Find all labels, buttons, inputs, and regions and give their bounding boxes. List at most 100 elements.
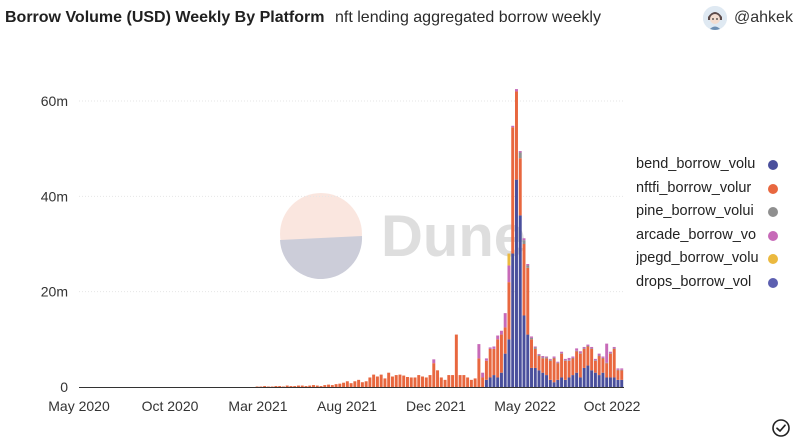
bar-segment[interactable]	[578, 353, 582, 354]
bar-segment[interactable]	[473, 378, 477, 387]
bar-segment[interactable]	[432, 359, 436, 364]
bar-segment[interactable]	[612, 346, 616, 349]
bar-segment[interactable]	[605, 363, 609, 378]
bar-segment[interactable]	[556, 362, 560, 364]
bar-segment[interactable]	[601, 372, 605, 387]
bar-segment[interactable]	[578, 377, 582, 387]
bar-segment[interactable]	[462, 375, 466, 387]
bar-segment[interactable]	[548, 359, 552, 361]
bar-segment[interactable]	[552, 357, 556, 359]
bar-segment[interactable]	[488, 377, 492, 387]
bar-segment[interactable]	[285, 385, 289, 387]
bar-segment[interactable]	[375, 376, 379, 387]
bar-segment[interactable]	[548, 358, 552, 360]
bar-segment[interactable]	[612, 377, 616, 387]
bar-segment[interactable]	[620, 369, 624, 371]
bar-segment[interactable]	[620, 370, 624, 380]
bar-segment[interactable]	[620, 368, 624, 370]
bar-segment[interactable]	[409, 377, 413, 387]
bar-segment[interactable]	[597, 356, 601, 376]
bar-segment[interactable]	[484, 379, 488, 387]
bar-segment[interactable]	[488, 347, 492, 349]
bar-segment[interactable]	[582, 346, 586, 349]
bar-segment[interactable]	[439, 377, 443, 387]
bar-segment[interactable]	[593, 360, 597, 361]
bar-segment[interactable]	[522, 315, 526, 388]
bar-segment[interactable]	[537, 355, 541, 357]
bar-segment[interactable]	[608, 377, 612, 387]
bar-segment[interactable]	[593, 372, 597, 387]
bar-segment[interactable]	[556, 361, 560, 363]
bar-segment[interactable]	[368, 377, 372, 387]
bar-segment[interactable]	[586, 346, 590, 366]
bar-segment[interactable]	[537, 370, 541, 387]
bar-segment[interactable]	[360, 382, 364, 387]
bar-segment[interactable]	[383, 378, 387, 387]
bar-segment[interactable]	[571, 375, 575, 387]
bar-segment[interactable]	[511, 253, 515, 387]
bar-segment[interactable]	[582, 348, 586, 349]
bar-segment[interactable]	[451, 375, 455, 387]
bar-segment[interactable]	[503, 353, 507, 387]
bar-segment[interactable]	[567, 377, 571, 387]
bar-segment[interactable]	[417, 375, 421, 387]
bar-segment[interactable]	[466, 377, 470, 387]
bar-segment[interactable]	[601, 357, 605, 359]
bar-segment[interactable]	[492, 346, 496, 349]
bar-segment[interactable]	[586, 365, 590, 387]
bar-segment[interactable]	[605, 377, 609, 387]
bar-segment[interactable]	[526, 267, 530, 335]
bar-segment[interactable]	[499, 372, 503, 387]
bar-segment[interactable]	[334, 384, 338, 387]
bar-segment[interactable]	[281, 386, 285, 388]
bar-segment[interactable]	[469, 379, 473, 387]
bar-segment[interactable]	[424, 377, 428, 387]
bar-segment[interactable]	[406, 376, 409, 387]
bar-segment[interactable]	[507, 282, 511, 340]
bar-segment[interactable]	[601, 358, 605, 373]
bar-segment[interactable]	[432, 363, 436, 387]
bar-segment[interactable]	[567, 360, 571, 378]
bar-segment[interactable]	[586, 346, 590, 347]
bar-segment[interactable]	[541, 358, 545, 373]
bar-segment[interactable]	[575, 372, 579, 387]
bar-segment[interactable]	[507, 339, 511, 387]
legend-item-drops[interactable]: drops_borrow_vol	[636, 272, 786, 296]
bar-segment[interactable]	[477, 344, 481, 359]
bar-segment[interactable]	[560, 377, 564, 387]
bar-segment[interactable]	[552, 356, 556, 358]
bar-segment[interactable]	[511, 127, 515, 254]
bar-segment[interactable]	[300, 385, 304, 387]
bar-segment[interactable]	[560, 353, 564, 378]
legend-item-nftfi[interactable]: nftfi_borrow_volur	[636, 178, 786, 202]
bar-segment[interactable]	[616, 368, 620, 370]
bar-segment[interactable]	[537, 354, 541, 356]
bar-segment[interactable]	[563, 360, 567, 361]
bar-segment[interactable]	[507, 253, 511, 266]
bar-segment[interactable]	[537, 356, 541, 371]
legend-item-jpegd[interactable]: jpegd_borrow_volu	[636, 248, 786, 272]
legend-item-bend[interactable]: bend_borrow_volu	[636, 154, 786, 178]
bar-segment[interactable]	[518, 215, 522, 387]
bar-segment[interactable]	[304, 386, 308, 387]
bar-segment[interactable]	[447, 375, 451, 387]
bar-segment[interactable]	[541, 356, 545, 358]
bar-segment[interactable]	[556, 363, 560, 380]
user-avatar-icon[interactable]	[703, 6, 727, 30]
bar-segment[interactable]	[364, 381, 368, 387]
bar-segment[interactable]	[436, 370, 440, 387]
bar-segment[interactable]	[518, 151, 522, 153]
bar-segment[interactable]	[530, 339, 533, 368]
bar-segment[interactable]	[593, 360, 597, 373]
bar-segment[interactable]	[394, 375, 398, 387]
bar-segment[interactable]	[379, 374, 383, 387]
bar-segment[interactable]	[533, 348, 537, 368]
bar-segment[interactable]	[620, 379, 624, 387]
bar-segment[interactable]	[263, 386, 267, 387]
bar-segment[interactable]	[503, 327, 507, 354]
bar-segment[interactable]	[289, 386, 293, 387]
bar-segment[interactable]	[255, 386, 259, 388]
bar-segment[interactable]	[616, 369, 620, 371]
bar-segment[interactable]	[575, 350, 579, 352]
legend-item-pine[interactable]: pine_borrow_volui	[636, 201, 786, 225]
